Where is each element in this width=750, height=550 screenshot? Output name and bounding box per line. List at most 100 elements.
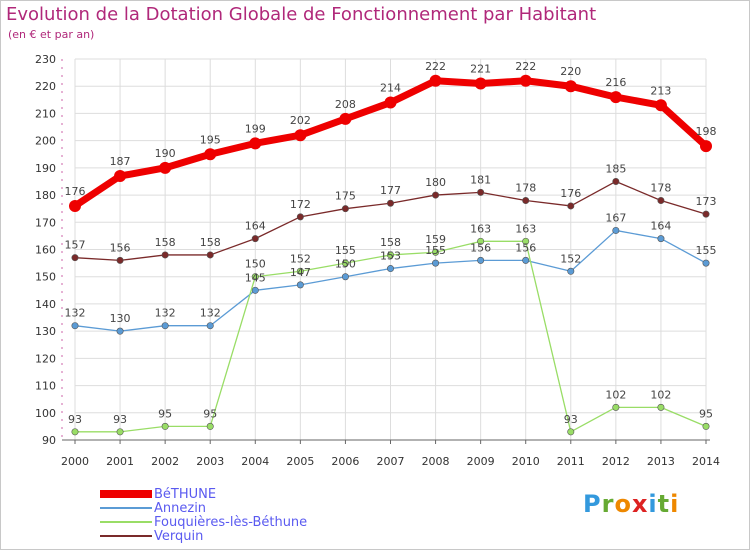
x-tick-label: 2006 [331,455,359,468]
data-label: 167 [605,211,626,224]
x-tick-label: 2013 [647,455,675,468]
legend-label: Fouquières-lès-Béthune [154,514,308,530]
data-point [116,428,124,436]
data-label: 156 [515,241,536,254]
data-point [206,422,214,430]
data-point [341,273,349,281]
data-point [522,197,530,205]
data-label: 175 [335,190,356,203]
x-tick-label: 2002 [151,455,179,468]
data-labels: 176 187 190 195 199 202 208 214 222 221 222 220 216 2… [65,60,717,426]
data-label: 222 [515,60,536,73]
y-tick-label: 130 [35,325,56,338]
data-point [341,205,349,213]
y-tick-label: 100 [35,407,56,420]
data-point [612,177,620,185]
data-label: 173 [696,195,717,208]
data-label: 176 [65,185,86,198]
legend-swatch [100,535,152,537]
data-label: 132 [155,307,176,320]
data-label: 163 [515,222,536,235]
proxiti-logo: Proxiti [583,490,679,518]
data-label: 195 [200,133,221,146]
data-point [522,256,530,264]
legend-item: Fouquières-lès-Béthune [100,514,308,530]
legend-label: Verquin [154,528,204,544]
x-tick-label: 2009 [467,455,495,468]
data-point [567,428,575,436]
y-tick-label: 180 [35,189,56,202]
x-tick-label: 2004 [241,455,269,468]
data-label: 172 [290,198,311,211]
logo-letter: i [648,490,658,518]
data-label: 221 [470,62,491,75]
data-label: 95 [699,407,713,420]
data-label: 93 [113,413,127,426]
logo-letter: r [601,490,615,518]
data-point [206,322,214,330]
data-point [564,80,577,93]
data-point [702,422,710,430]
y-tick-label: 110 [35,380,56,393]
data-point [654,99,667,112]
y-tick-label: 140 [35,298,56,311]
data-point [429,74,442,87]
data-label: 178 [515,182,536,195]
x-tick-label: 2000 [61,455,89,468]
data-point [251,235,259,243]
data-label: 102 [605,388,626,401]
data-point [567,267,575,275]
x-tick-label: 2012 [602,455,630,468]
data-label: 199 [245,122,266,135]
x-tick-label: 2001 [106,455,134,468]
legend-item: Annezin [100,501,206,516]
logo-letter: o [614,490,632,518]
data-point [71,322,79,330]
data-label: 95 [158,407,172,420]
data-label: 180 [425,176,446,189]
data-point [386,265,394,273]
y-tick-label: 90 [42,434,56,447]
legend-swatch [100,521,152,523]
data-point [69,199,81,212]
data-label: 158 [200,236,221,249]
data-label: 157 [65,239,86,252]
data-label: 155 [425,244,446,257]
data-point [116,256,124,264]
legend-item: Verquin [100,528,204,544]
data-point [386,199,394,207]
data-label: 176 [560,187,581,200]
axes: 9010011012013014015016017018019020021022… [35,53,720,468]
data-point [116,327,124,335]
legend-swatch [100,490,152,498]
data-point [657,235,665,243]
data-label: 164 [245,220,266,233]
data-label: 163 [470,222,491,235]
data-label: 187 [110,155,131,168]
data-label: 93 [68,413,82,426]
data-point [432,248,440,256]
data-label: 152 [290,252,311,265]
data-label: 155 [696,244,717,257]
data-label: 202 [290,114,311,127]
data-point [294,129,307,142]
data-label: 152 [560,252,581,265]
data-point [296,267,304,275]
y-tick-label: 120 [35,352,56,365]
data-point [204,148,217,161]
data-point [609,91,622,104]
x-tick-label: 2011 [557,455,585,468]
data-label: 147 [290,266,311,279]
series-lines [69,74,712,436]
data-point [296,213,304,221]
data-point [339,112,352,125]
data-point [341,259,349,267]
x-tick-label: 2008 [422,455,450,468]
data-label: 93 [564,413,578,426]
y-tick-label: 200 [35,135,56,148]
data-label: 190 [155,147,176,160]
logo-letter: P [583,490,602,518]
y-tick-label: 170 [35,216,56,229]
chart-subtitle: (en € et par an) [8,28,95,41]
data-label: 159 [425,233,446,246]
